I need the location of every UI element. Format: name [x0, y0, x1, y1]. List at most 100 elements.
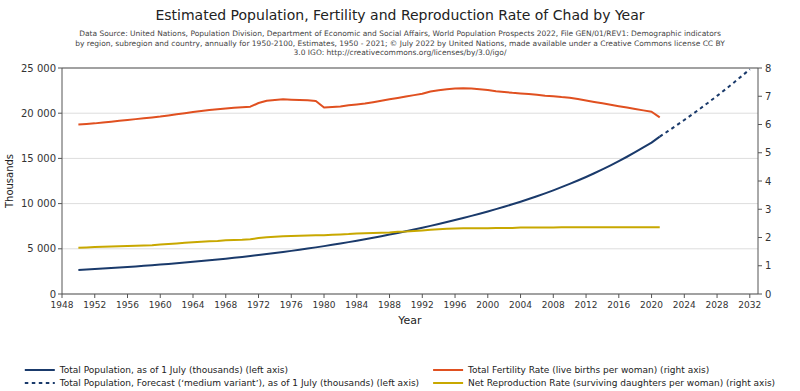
- series-line: [78, 137, 659, 270]
- x-tick: [684, 294, 685, 298]
- x-tick: [193, 294, 194, 298]
- y2-tick: [758, 294, 762, 295]
- legend-label: Total Fertility Rate (live births per wo…: [467, 365, 709, 375]
- subtitle-line: Data Source: United Nations, Population …: [79, 29, 721, 38]
- y-tick: [58, 294, 62, 295]
- x-tick: [389, 294, 390, 298]
- x-tick-label: 1996: [444, 300, 467, 310]
- y-tick: [58, 158, 62, 159]
- subtitle-line: 3.0 IGO: http://creativecommons.org/lice…: [294, 48, 507, 57]
- y2-tick-label: 3: [765, 204, 771, 215]
- y2-tick-label: 2: [765, 232, 771, 243]
- legend: Total Population, as of 1 July (thousand…: [25, 365, 775, 388]
- x-tick-label: 1980: [313, 300, 336, 310]
- legend-item: Total Population, as of 1 July (thousand…: [25, 365, 288, 375]
- x-tick: [127, 294, 128, 298]
- y-axis-label: Thousands: [4, 154, 15, 209]
- x-tick-label: 1984: [345, 300, 368, 310]
- x-tick: [553, 294, 554, 298]
- y-tick: [58, 68, 62, 69]
- x-tick-label: 1956: [116, 300, 139, 310]
- x-tick-label: 2020: [640, 300, 663, 310]
- x-tick: [356, 294, 357, 298]
- x-axis-label: Year: [397, 314, 422, 327]
- x-tick-label: 1988: [378, 300, 401, 310]
- y2-tick: [758, 152, 762, 153]
- legend-swatch: [25, 382, 55, 384]
- axes: 1948195219561960196419681972197619801984…: [21, 63, 771, 311]
- x-tick-label: 2032: [738, 300, 761, 310]
- y-tick-label: 5 000: [27, 243, 56, 254]
- x-tick: [324, 294, 325, 298]
- x-tick: [618, 294, 619, 298]
- y2-tick: [758, 209, 762, 210]
- x-tick: [586, 294, 587, 298]
- x-tick-label: 1968: [214, 300, 237, 310]
- legend-swatch: [433, 382, 463, 384]
- y2-tick-label: 4: [765, 176, 771, 187]
- y2-tick-label: 7: [765, 91, 771, 102]
- x-tick-label: 2028: [706, 300, 729, 310]
- x-tick-label: 1976: [280, 300, 303, 310]
- x-tick-label: 1948: [51, 300, 74, 310]
- chart: Estimated Population, Fertility and Repr…: [0, 0, 800, 391]
- subtitle-line: by region, subregion and country, annual…: [75, 39, 725, 48]
- x-tick-label: 1972: [247, 300, 270, 310]
- x-tick-label: 2000: [476, 300, 499, 310]
- y-axis-line: [62, 68, 63, 294]
- x-tick: [258, 294, 259, 298]
- y-tick: [58, 203, 62, 204]
- x-tick: [422, 294, 423, 298]
- legend-swatch: [433, 369, 463, 371]
- x-tick-label: 2004: [509, 300, 532, 310]
- y2-tick-label: 5: [765, 147, 771, 158]
- legend-item: Total Population, Forecast (ʻmedium vari…: [25, 378, 419, 388]
- x-tick: [291, 294, 292, 298]
- y-tick-label: 0: [50, 289, 56, 300]
- x-tick-label: 1964: [182, 300, 205, 310]
- series-line: [78, 227, 659, 247]
- y2-tick-label: 8: [765, 63, 771, 74]
- y2-tick-label: 1: [765, 260, 771, 271]
- series-lines: [78, 69, 749, 270]
- grid: [62, 68, 758, 294]
- grid-line: [62, 294, 758, 295]
- series-line: [660, 69, 750, 136]
- x-tick-label: 1960: [149, 300, 172, 310]
- y-tick: [58, 113, 62, 114]
- legend-item: Net Reproduction Rate (surviving daughte…: [433, 378, 775, 388]
- legend-item: Total Fertility Rate (live births per wo…: [433, 365, 709, 375]
- series-line: [78, 88, 659, 124]
- y2-tick: [758, 96, 762, 97]
- x-tick: [749, 294, 750, 298]
- x-tick: [62, 294, 63, 298]
- x-tick: [160, 294, 161, 298]
- y2-tick: [758, 181, 762, 182]
- top-frame-line: [62, 68, 758, 69]
- x-tick-label: 2012: [575, 300, 598, 310]
- x-tick: [225, 294, 226, 298]
- y-tick-label: 25 000: [21, 63, 56, 74]
- x-tick: [651, 294, 652, 298]
- x-axis-line: [62, 294, 758, 295]
- x-tick: [94, 294, 95, 298]
- x-tick-label: 2008: [542, 300, 565, 310]
- y2-tick-label: 6: [765, 119, 771, 130]
- legend-label: Net Reproduction Rate (surviving daughte…: [468, 378, 775, 388]
- x-tick: [520, 294, 521, 298]
- y-tick: [58, 248, 62, 249]
- y2-tick: [758, 237, 762, 238]
- x-tick: [487, 294, 488, 298]
- grid-line: [62, 248, 758, 249]
- legend-label: Total Population, Forecast (ʻmedium vari…: [59, 378, 419, 388]
- legend-label: Total Population, as of 1 July (thousand…: [59, 365, 288, 375]
- y-tick-label: 15 000: [21, 153, 56, 164]
- title: Estimated Population, Fertility and Repr…: [155, 7, 644, 23]
- x-tick-label: 2024: [673, 300, 696, 310]
- y-tick-label: 10 000: [21, 198, 56, 209]
- grid-line: [62, 203, 758, 204]
- x-tick-label: 2016: [607, 300, 630, 310]
- x-tick: [455, 294, 456, 298]
- y2-tick: [758, 265, 762, 266]
- x-tick: [717, 294, 718, 298]
